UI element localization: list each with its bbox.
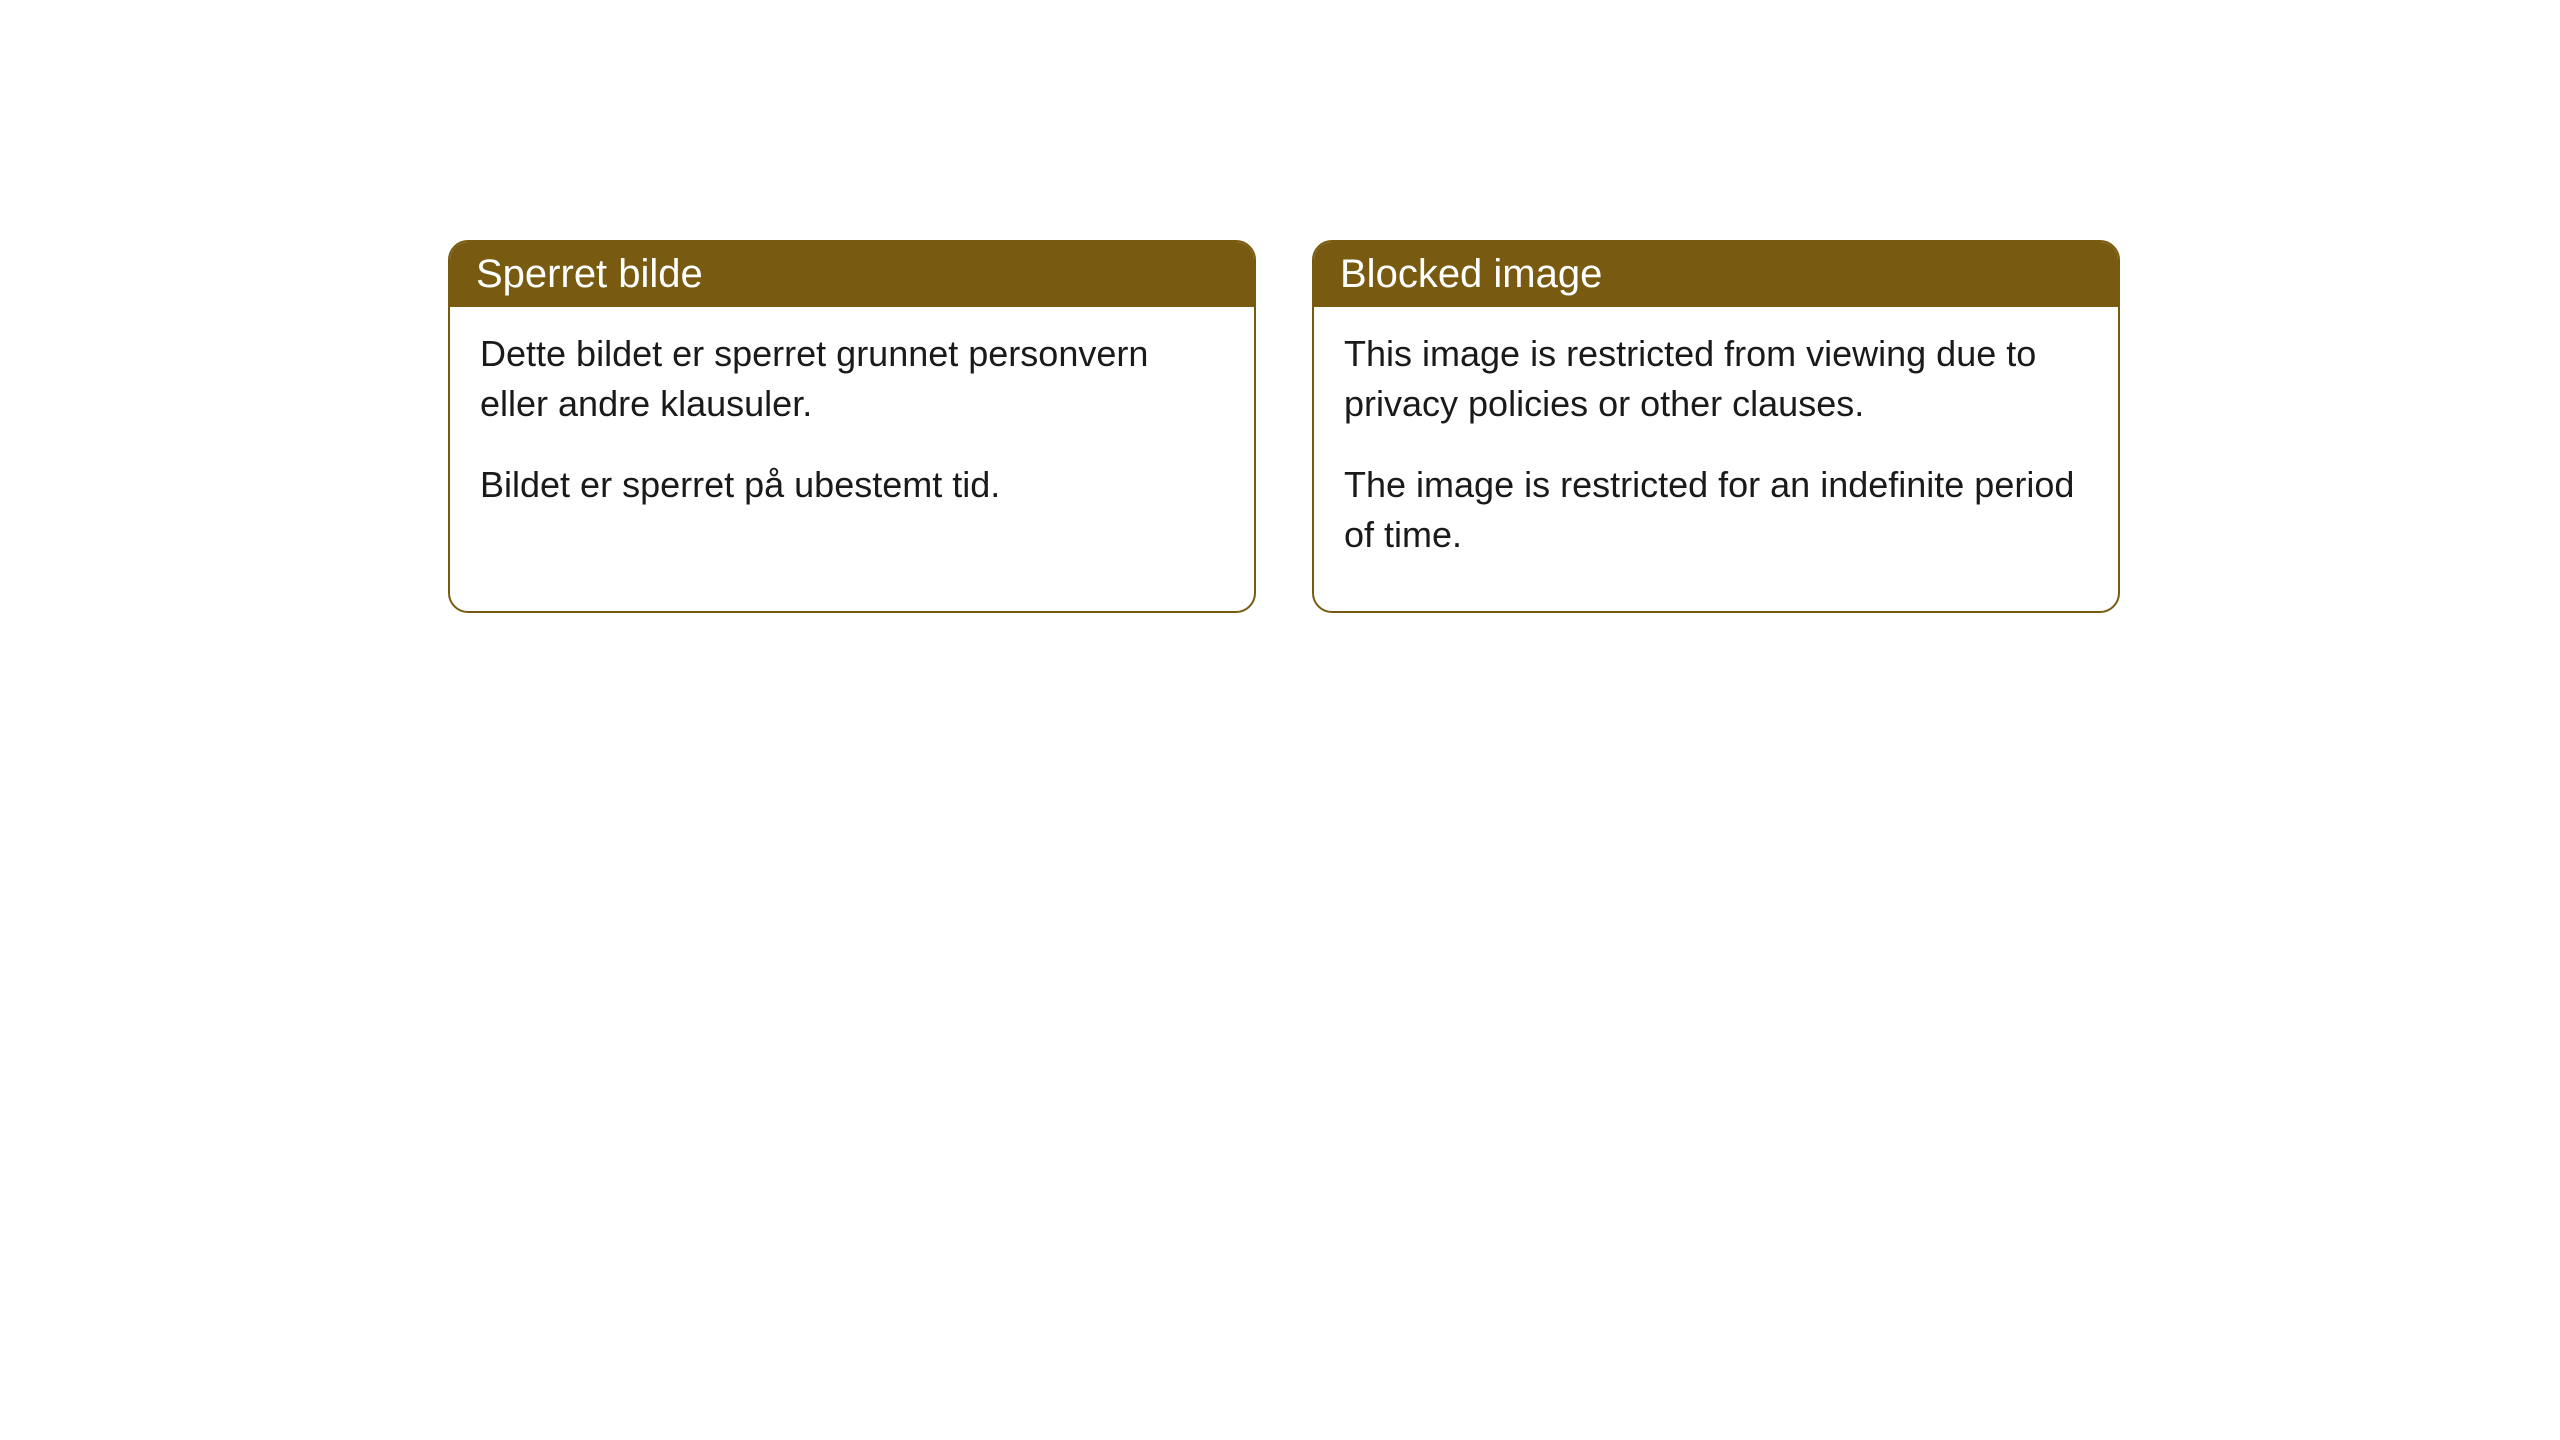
notice-card-english: Blocked image This image is restricted f… <box>1312 240 2120 613</box>
card-header-norwegian: Sperret bilde <box>450 242 1254 307</box>
card-title-english: Blocked image <box>1340 252 1602 296</box>
card-body-english: This image is restricted from viewing du… <box>1314 307 2118 611</box>
card-header-english: Blocked image <box>1314 242 2118 307</box>
card-text-norwegian-1: Dette bildet er sperret grunnet personve… <box>480 329 1224 430</box>
card-text-norwegian-2: Bildet er sperret på ubestemt tid. <box>480 460 1224 510</box>
card-title-norwegian: Sperret bilde <box>476 252 703 296</box>
notice-cards-container: Sperret bilde Dette bildet er sperret gr… <box>448 240 2120 613</box>
card-text-english-2: The image is restricted for an indefinit… <box>1344 460 2088 561</box>
notice-card-norwegian: Sperret bilde Dette bildet er sperret gr… <box>448 240 1256 613</box>
card-text-english-1: This image is restricted from viewing du… <box>1344 329 2088 430</box>
card-body-norwegian: Dette bildet er sperret grunnet personve… <box>450 307 1254 560</box>
